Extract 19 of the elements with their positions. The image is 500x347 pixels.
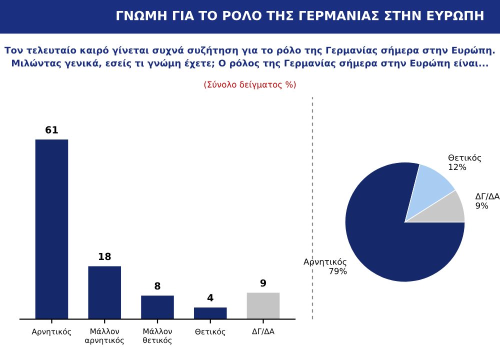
chart-title: ΓΝΩΜΗ ΓΙΑ ΤΟ ΡΟΛΟ ΤΗΣ ΓΕΡΜΑΝΙΑΣ ΣΤΗΝ ΕΥΡΩΠΗ xyxy=(116,10,484,20)
data-label: 18 xyxy=(98,252,111,260)
bar xyxy=(88,266,122,320)
chart-subtitle: Τον τελευταίο καιρό γίνεται συχνά συζήτηση για το ρόλο της Γερμανίας σήμερα στην Ευρώπη. Μιλώντας γενικά, εσείς τι γνώμη έχετε; Ο ρόλος της Γερμανίας σήμερα στην Ευρώπη είναι... xyxy=(4,46,495,68)
data-label: 9 xyxy=(260,279,266,287)
slice-label: ΔΓ/ΔΑ xyxy=(475,193,500,200)
data-label: 9% xyxy=(476,202,488,209)
slice-label: Θετικός xyxy=(448,154,481,162)
bar xyxy=(141,296,174,320)
data-label: 61 xyxy=(46,126,58,134)
data-label: 8 xyxy=(154,282,160,290)
bar xyxy=(194,307,227,320)
data-label: 12% xyxy=(448,164,466,170)
bar xyxy=(35,140,68,320)
text: (Σύνολο δείγματος %) xyxy=(204,80,296,90)
slice-label: Αρνητικός xyxy=(304,258,346,266)
data-label: 4 xyxy=(207,294,214,302)
bar xyxy=(246,292,280,320)
data-label: 79% xyxy=(329,268,347,274)
